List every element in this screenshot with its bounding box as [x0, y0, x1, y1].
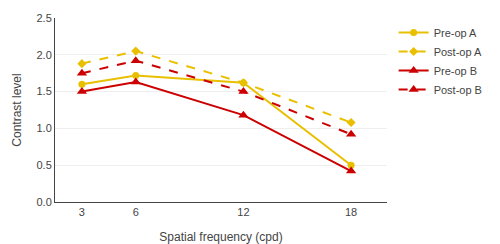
svg-text:Post-op A: Post-op A: [434, 46, 482, 58]
svg-text:Pre-op A: Pre-op A: [434, 27, 477, 39]
svg-text:Contrast level: Contrast level: [10, 73, 24, 146]
svg-text:Pre-op B: Pre-op B: [434, 65, 477, 77]
svg-text:0.5: 0.5: [37, 159, 52, 171]
svg-text:2.5: 2.5: [37, 12, 52, 24]
svg-text:6: 6: [133, 206, 139, 218]
svg-text:Post-op B: Post-op B: [434, 84, 482, 96]
svg-text:Spatial frequency (cpd): Spatial frequency (cpd): [159, 230, 282, 244]
svg-text:3: 3: [79, 206, 85, 218]
svg-text:18: 18: [345, 206, 357, 218]
svg-text:12: 12: [237, 206, 249, 218]
svg-text:1.0: 1.0: [37, 122, 52, 134]
svg-text:1.5: 1.5: [37, 85, 52, 97]
svg-text:0.0: 0.0: [37, 196, 52, 208]
svg-text:2.0: 2.0: [37, 49, 52, 61]
